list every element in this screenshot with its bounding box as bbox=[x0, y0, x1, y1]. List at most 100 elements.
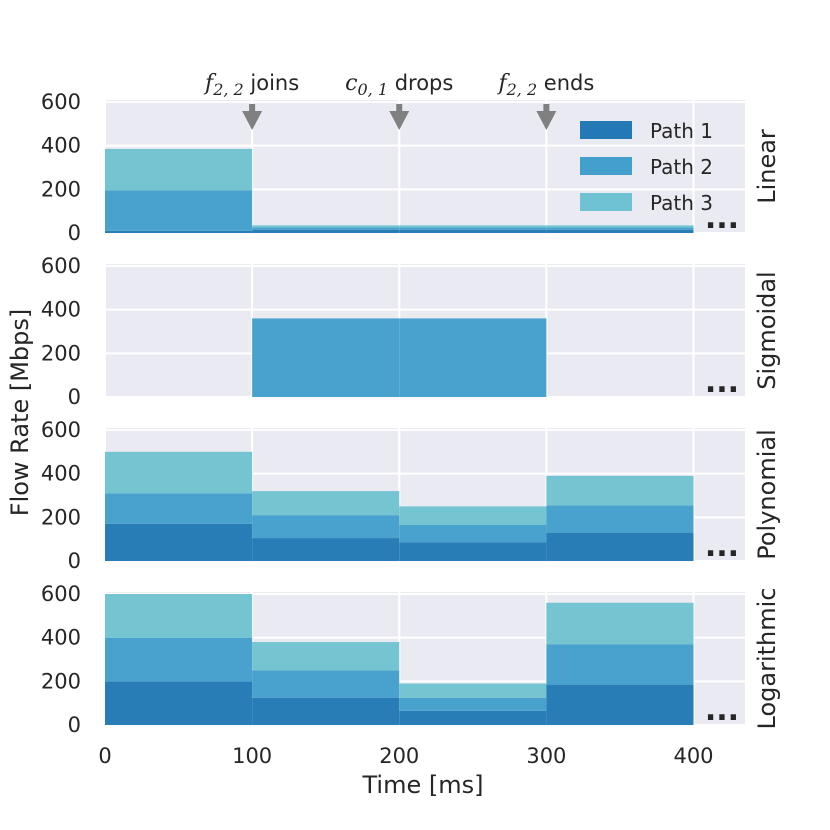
event-annotation: f2, 2 ends bbox=[496, 71, 594, 130]
panel-polynomial: 0 200 400 600 Polynomial... bbox=[41, 418, 781, 573]
annotation-text: joins bbox=[244, 71, 299, 95]
legend: Path 1 Path 2 Path 3 bbox=[580, 119, 713, 215]
y-tick-label: 400 bbox=[41, 134, 81, 158]
y-tick-label: 0 bbox=[68, 221, 81, 245]
annotation-text: drops bbox=[388, 71, 453, 95]
panel-sigmoidal: 0 200 400 600 Sigmoidal... bbox=[41, 254, 781, 409]
bar-path-1 bbox=[399, 229, 547, 233]
annotation-label: c0, 1 drops bbox=[345, 71, 453, 99]
y-tick-label: 200 bbox=[41, 341, 81, 365]
bar-path-2 bbox=[105, 190, 253, 231]
bar-path-2 bbox=[399, 524, 547, 543]
x-tick-label: 200 bbox=[379, 744, 419, 768]
panel-label: Polynomial bbox=[753, 429, 781, 560]
legend-swatch bbox=[580, 193, 632, 211]
x-tick-label: 300 bbox=[526, 744, 566, 768]
ellipsis-mark: ... bbox=[705, 529, 739, 564]
y-tick-label: 0 bbox=[68, 713, 81, 737]
bar-path-2 bbox=[546, 505, 694, 533]
ellipsis-mark: ... bbox=[705, 365, 739, 400]
y-tick-label: 400 bbox=[41, 462, 81, 486]
annotation-text: ends bbox=[537, 71, 594, 95]
bar-path-1 bbox=[252, 697, 400, 725]
x-axis-label: Time [ms] bbox=[362, 771, 484, 799]
legend-entry: Path 2 bbox=[650, 155, 713, 179]
bar-path-1 bbox=[546, 532, 694, 561]
event-annotation: f2, 2 joins bbox=[203, 71, 299, 130]
arrow-down-icon bbox=[242, 111, 263, 130]
legend-swatch bbox=[580, 121, 632, 139]
panel-label: Logarithmic bbox=[753, 588, 781, 730]
y-tick-label: 600 bbox=[41, 582, 81, 606]
y-tick-label: 0 bbox=[68, 385, 81, 409]
y-tick-label: 600 bbox=[41, 254, 81, 278]
bar-path-2 bbox=[546, 644, 694, 685]
bar-path-3 bbox=[252, 225, 400, 228]
panel-linear: 0 200 400 600 Linear... bbox=[41, 90, 781, 245]
arrow-shaft bbox=[396, 104, 403, 111]
panel-logarithmic: 0 200 400 600 Logarithmic... bbox=[41, 582, 781, 737]
y-axis-label: Flow Rate [Mbps] bbox=[6, 309, 34, 516]
bar-path-2 bbox=[399, 227, 547, 230]
arrow-shaft bbox=[543, 104, 550, 111]
y-tick-label: 0 bbox=[68, 549, 81, 573]
bar-path-3 bbox=[105, 148, 253, 191]
bar-path-3 bbox=[252, 491, 400, 516]
bar-path-3 bbox=[399, 683, 547, 698]
y-tick-label: 400 bbox=[41, 626, 81, 650]
bar-path-1 bbox=[399, 542, 547, 561]
bar-path-1 bbox=[105, 523, 253, 561]
annotation-subscript: 2, 2 bbox=[212, 80, 244, 99]
y-tick-label: 200 bbox=[41, 669, 81, 693]
bar-path-1 bbox=[546, 229, 694, 233]
ellipsis-mark: ... bbox=[705, 201, 739, 236]
event-annotation: c0, 1 drops bbox=[345, 71, 453, 130]
legend-entry: Path 1 bbox=[650, 119, 713, 143]
y-tick-label: 600 bbox=[41, 90, 81, 114]
bar-path-1 bbox=[105, 230, 253, 233]
arrow-down-icon bbox=[389, 111, 410, 130]
annotation-symbol: c bbox=[345, 71, 357, 96]
annotation-label: f2, 2 joins bbox=[203, 71, 299, 99]
arrow-down-icon bbox=[536, 111, 557, 130]
x-tick-label: 100 bbox=[232, 744, 272, 768]
bar-path-2 bbox=[399, 697, 547, 711]
bar-path-1 bbox=[105, 681, 253, 725]
y-tick-label: 400 bbox=[41, 298, 81, 322]
y-tick-label: 600 bbox=[41, 418, 81, 442]
bar-path-1 bbox=[399, 710, 547, 725]
bar-path-2 bbox=[399, 318, 547, 397]
annotation-subscript: 0, 1 bbox=[358, 80, 389, 99]
bar-path-1 bbox=[252, 229, 400, 233]
x-tick-label: 0 bbox=[98, 744, 111, 768]
bar-path-3 bbox=[105, 451, 253, 494]
bar-path-3 bbox=[252, 642, 400, 671]
bar-path-3 bbox=[399, 506, 547, 525]
bar-path-3 bbox=[546, 225, 694, 228]
legend-swatch bbox=[580, 157, 632, 175]
annotation-subscript: 2, 2 bbox=[506, 80, 538, 99]
ellipsis-mark: ... bbox=[705, 693, 739, 728]
y-tick-label: 200 bbox=[41, 505, 81, 529]
bar-path-3 bbox=[399, 225, 547, 228]
annotation-label: f2, 2 ends bbox=[496, 71, 594, 99]
bar-path-1 bbox=[546, 684, 694, 725]
arrow-shaft bbox=[249, 104, 256, 111]
bar-path-2 bbox=[252, 227, 400, 230]
bar-path-3 bbox=[546, 602, 694, 645]
bar-path-2 bbox=[546, 227, 694, 230]
bar-path-2 bbox=[252, 318, 400, 397]
bar-path-2 bbox=[252, 515, 400, 539]
panel-label: Linear bbox=[753, 129, 781, 204]
bar-path-3 bbox=[546, 475, 694, 506]
x-tick-label: 400 bbox=[673, 744, 713, 768]
y-tick-label: 200 bbox=[41, 177, 81, 201]
bar-path-2 bbox=[105, 493, 253, 524]
bar-path-1 bbox=[252, 538, 400, 561]
bar-path-3 bbox=[105, 594, 253, 638]
legend-entry: Path 3 bbox=[650, 191, 713, 215]
bar-path-2 bbox=[105, 637, 253, 682]
bar-path-2 bbox=[252, 670, 400, 698]
panel-label: Sigmoidal bbox=[753, 271, 781, 389]
